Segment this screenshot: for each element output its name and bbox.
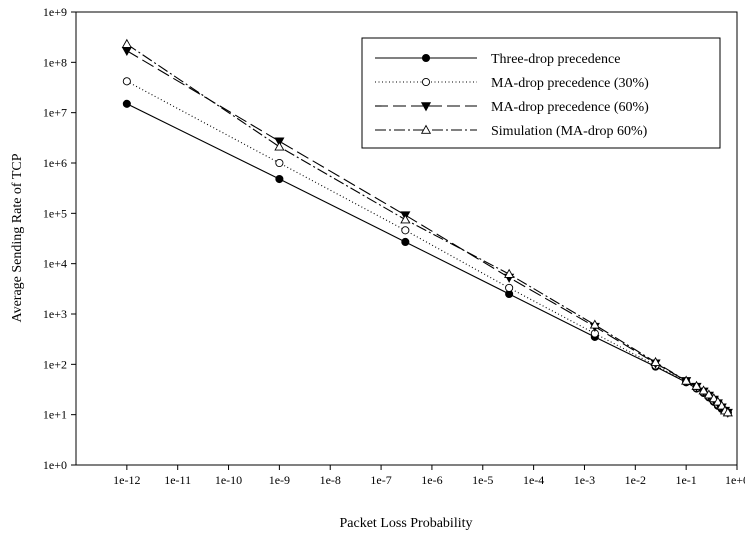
series-layer (121, 38, 733, 418)
data-point (122, 77, 131, 86)
legend-label: MA-drop precedence (30%) (491, 76, 649, 91)
x-tick-label: 1e-10 (215, 473, 242, 487)
legend-item: Simulation (MA-drop 60%) (375, 124, 648, 139)
legend-swatch-marker (420, 102, 432, 112)
legend-label: Three-drop precedence (491, 52, 620, 67)
legend-items: Three-drop precedence MA-drop precedence … (375, 52, 649, 139)
y-tick-label: 1e+5 (43, 206, 67, 220)
legend-label: Simulation (MA-drop 60%) (491, 124, 648, 139)
data-point (274, 141, 285, 151)
y-axis-title: Average Sending Rate of TCP (10, 153, 25, 322)
data-point (121, 46, 132, 57)
y-tick-label: 1e+0 (43, 458, 67, 472)
data-point (401, 237, 410, 247)
plot-frame (75, 11, 738, 466)
legend-swatch-marker (421, 77, 431, 87)
data-point (121, 38, 132, 48)
data-point (275, 174, 284, 184)
y-tick-label: 1e+9 (43, 5, 67, 19)
data-point (698, 385, 709, 395)
y-tick-label: 1e+3 (43, 307, 67, 321)
y-tick-label: 1e+6 (43, 156, 67, 170)
series-3 (121, 38, 733, 417)
data-point (401, 226, 410, 235)
x-tick-label: 1e-2 (625, 473, 646, 487)
legend-label: MA-drop precedence (60%) (491, 100, 649, 115)
x-tick-label: 1e-6 (421, 473, 442, 487)
data-point (691, 380, 702, 390)
y-tick-label: 1e+8 (43, 55, 67, 69)
data-point (122, 99, 131, 108)
data-point (716, 400, 727, 410)
y-tick-label: 1e+2 (43, 357, 67, 371)
legend-item: MA-drop precedence (60%) (375, 100, 649, 115)
y-tick-label: 1e+1 (43, 408, 67, 422)
legend-swatch-marker (420, 124, 432, 134)
data-point (275, 158, 284, 168)
data-point (681, 375, 692, 385)
x-tick-label: 1e-3 (574, 473, 595, 487)
x-axis-ticks: 1e-12 1e-11 1e-10 1e-9 1e-8 1e-7 1e-6 1e-5 1e-4 1… (113, 465, 745, 487)
legend-item: MA-drop precedence (30%) (375, 76, 649, 91)
series-line (126, 103, 729, 414)
x-tick-label: 1e-11 (164, 473, 191, 487)
data-point (650, 356, 661, 366)
y-tick-label: 1e+7 (43, 106, 67, 120)
x-axis-title: Packet Loss Probability (340, 516, 473, 531)
series-line (126, 43, 729, 414)
data-point (712, 396, 723, 406)
data-point (703, 389, 714, 399)
data-point (400, 214, 411, 224)
data-point (589, 319, 600, 329)
data-point (505, 283, 514, 292)
x-tick-label: 1e-7 (370, 473, 391, 487)
x-tick-label: 1e-8 (320, 473, 341, 487)
data-point (722, 407, 733, 417)
legend: Three-drop precedence MA-drop precedence … (361, 37, 721, 149)
legend-swatch-marker (421, 53, 431, 63)
x-tick-label: 1e-12 (113, 473, 140, 487)
x-tick-label: 1e-5 (472, 473, 493, 487)
legend-item: Three-drop precedence (375, 52, 620, 67)
x-tick-label: 1e-9 (269, 473, 290, 487)
data-point (708, 393, 719, 403)
x-tick-label: 1e+0 (725, 473, 745, 487)
x-tick-label: 1e-4 (523, 473, 544, 487)
y-tick-label: 1e+4 (43, 257, 67, 271)
data-point (504, 268, 515, 278)
x-tick-label: 1e-1 (675, 473, 696, 487)
y-axis-ticks: 1e+0 1e+1 1e+2 1e+3 1e+4 1e+5 1e+6 1e+7 1e+8 1e+9 (43, 5, 76, 472)
